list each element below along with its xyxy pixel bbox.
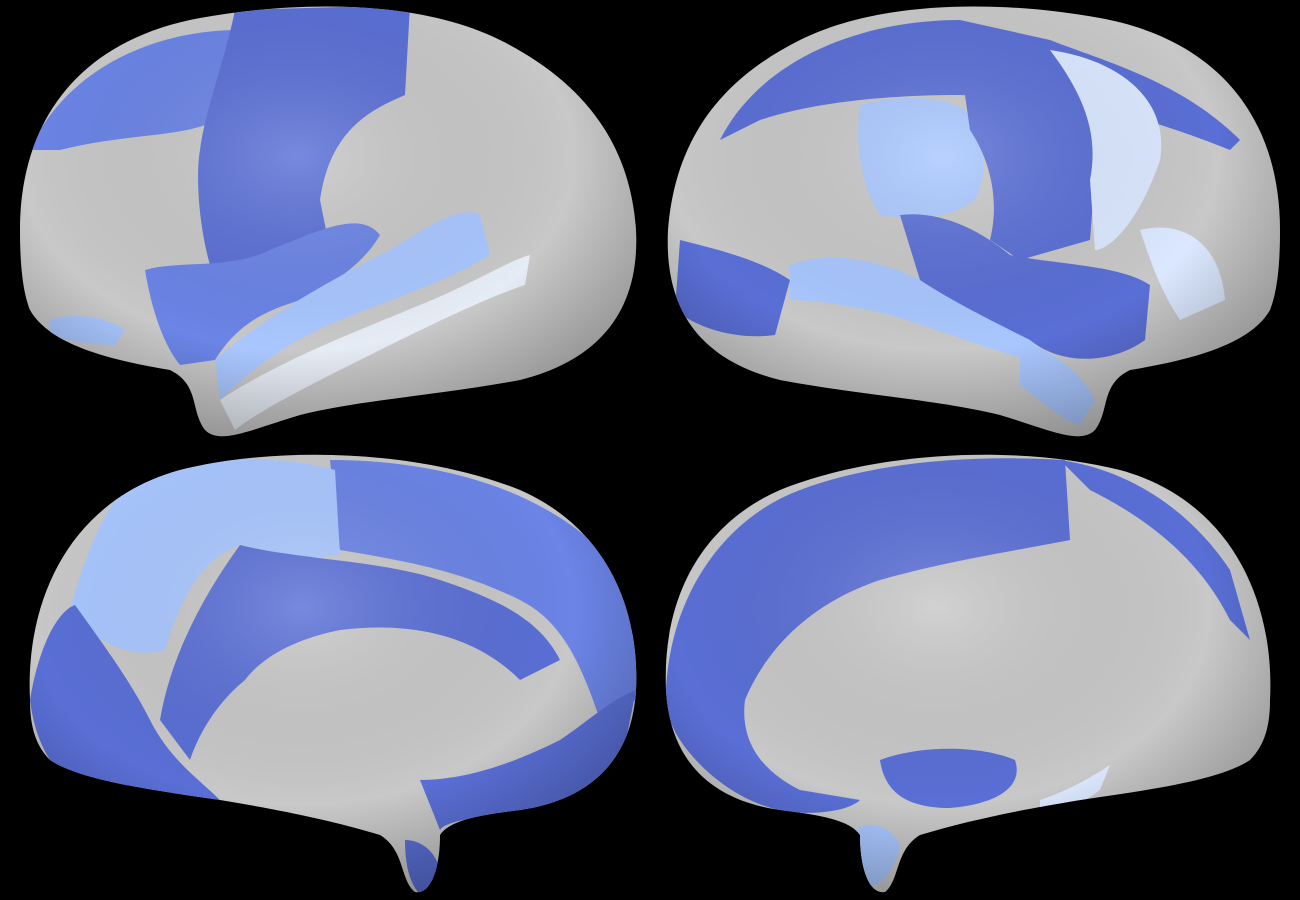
left-medial-view [29,454,637,893]
left-lateral-view [20,6,637,437]
right-medial-view [665,454,1271,893]
right-lateral-view [667,6,1280,437]
